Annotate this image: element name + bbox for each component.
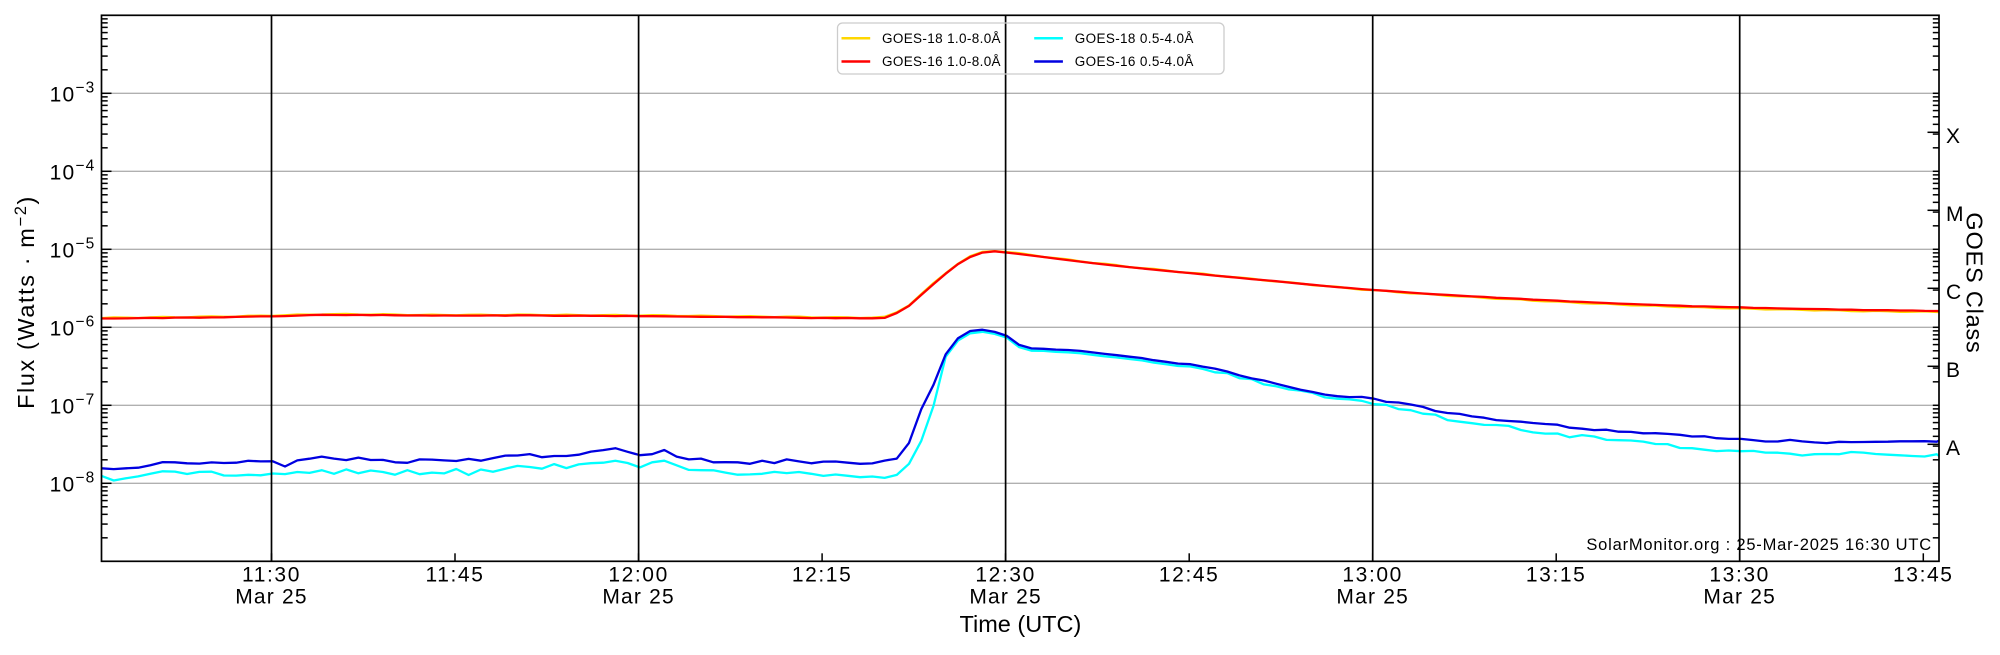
svg-text:12:30: 12:30 [975, 564, 1036, 587]
svg-text:11:45: 11:45 [426, 564, 485, 587]
svg-text:GOES-18 0.5-4.0Å: GOES-18 0.5-4.0Å [1075, 31, 1194, 46]
svg-text:12:00: 12:00 [608, 564, 669, 587]
svg-text:M: M [1946, 203, 1964, 226]
svg-text:GOES-18 1.0-8.0Å: GOES-18 1.0-8.0Å [882, 31, 1001, 46]
svg-text:GOES-16 1.0-8.0Å: GOES-16 1.0-8.0Å [882, 54, 1001, 69]
svg-text:C: C [1946, 281, 1961, 304]
svg-text:Mar 25: Mar 25 [602, 586, 675, 609]
svg-text:10−6: 10−6 [50, 313, 96, 340]
svg-text:B: B [1946, 359, 1960, 382]
svg-text:GOES-16 0.5-4.0Å: GOES-16 0.5-4.0Å [1075, 54, 1194, 69]
svg-text:13:45: 13:45 [1893, 564, 1954, 587]
svg-text:12:45: 12:45 [1159, 564, 1220, 587]
svg-text:X: X [1946, 125, 1960, 148]
svg-text:11:30: 11:30 [242, 564, 301, 587]
svg-text:10−7: 10−7 [50, 391, 96, 418]
svg-text:A: A [1946, 437, 1960, 460]
svg-text:10−3: 10−3 [50, 79, 96, 106]
svg-text:13:15: 13:15 [1526, 564, 1587, 587]
svg-text:Mar 25: Mar 25 [969, 586, 1042, 609]
svg-text:12:15: 12:15 [792, 564, 853, 587]
svg-text:13:30: 13:30 [1709, 564, 1770, 587]
svg-text:Time (UTC): Time (UTC) [959, 611, 1081, 637]
svg-text:GOES Class: GOES Class [1962, 212, 1988, 353]
svg-text:Mar 25: Mar 25 [1703, 586, 1776, 609]
svg-text:SolarMonitor.org : 25-Mar-2025: SolarMonitor.org : 25-Mar-2025 16:30 UTC [1586, 536, 1932, 554]
svg-text:Flux (Watts · m−2): Flux (Watts · m−2) [12, 195, 39, 409]
svg-text:Mar 25: Mar 25 [1336, 586, 1409, 609]
svg-text:Mar 25: Mar 25 [235, 586, 308, 609]
svg-text:13:00: 13:00 [1342, 564, 1403, 587]
